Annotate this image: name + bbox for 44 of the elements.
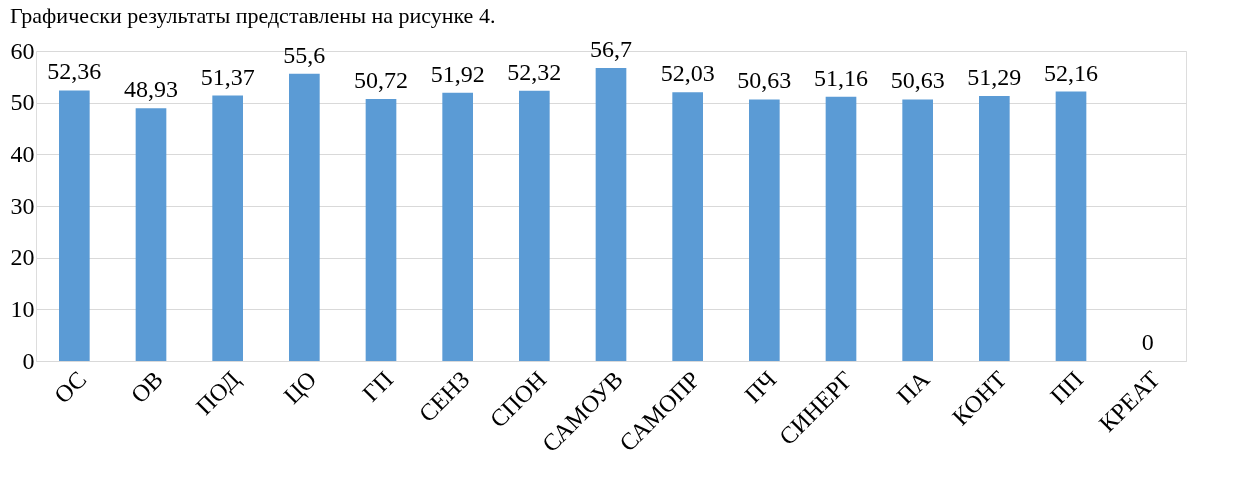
y-tick-label: 20 — [10, 244, 35, 271]
bar — [1055, 91, 1087, 361]
x-tick-label: ОС — [49, 366, 92, 409]
y-tick-label: 0 — [22, 347, 35, 374]
y-tick-label: 30 — [10, 192, 35, 219]
bar — [979, 96, 1010, 361]
bar — [442, 92, 473, 361]
data-label: 50,72 — [354, 66, 408, 93]
data-label: 0 — [1141, 329, 1154, 355]
bar — [825, 96, 857, 361]
data-label: 56,7 — [590, 36, 632, 63]
data-label: 48,93 — [124, 76, 178, 103]
bar — [289, 73, 320, 361]
x-tick-label: ПЧ — [739, 366, 782, 408]
data-label: 55,6 — [283, 41, 326, 68]
x-tick-label: ПП — [1045, 366, 1088, 409]
y-tick-label: 60 — [10, 37, 35, 64]
x-tick-label: ПА — [891, 365, 936, 409]
bar — [212, 95, 243, 361]
data-label: 51,37 — [200, 63, 255, 90]
x-tick-label: ЦО — [278, 366, 322, 409]
bar — [135, 108, 167, 361]
bar — [365, 98, 397, 361]
data-label: 51,16 — [814, 64, 868, 91]
y-tick-label: 50 — [10, 89, 35, 116]
text: Графически результаты представлены на рисунке 4. — [10, 3, 496, 29]
data-label: 52,32 — [507, 58, 562, 85]
bar — [595, 68, 627, 361]
data-label: 51,92 — [430, 60, 485, 87]
bar — [59, 90, 90, 361]
data-label: 50,63 — [890, 67, 945, 94]
bar — [902, 99, 933, 361]
y-tick-label: 40 — [10, 140, 35, 167]
bar — [672, 92, 703, 361]
bar — [519, 90, 550, 361]
bar — [749, 99, 780, 361]
data-label: 52,36 — [47, 58, 102, 85]
data-label: 52,16 — [1044, 59, 1098, 86]
data-label: 52,03 — [660, 60, 715, 87]
data-label: 51,29 — [967, 64, 1022, 90]
x-tick-label: ОВ — [126, 366, 168, 409]
x-tick-label: ГП — [357, 366, 398, 407]
data-label: 50,63 — [737, 67, 792, 94]
y-tick-label: 10 — [10, 295, 35, 322]
